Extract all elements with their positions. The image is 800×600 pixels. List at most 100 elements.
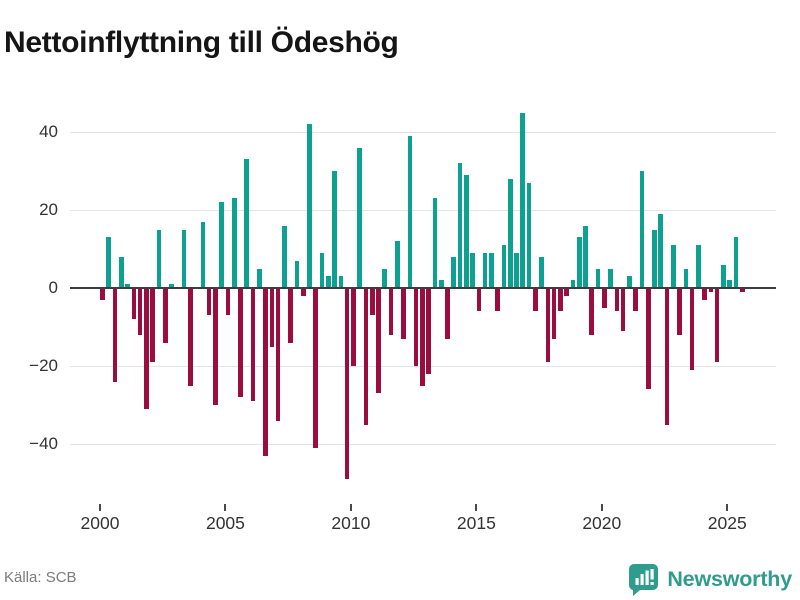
x-axis-tick xyxy=(99,504,101,511)
bar-negative xyxy=(708,288,714,292)
bar-negative xyxy=(533,288,538,312)
bar-negative xyxy=(162,288,168,343)
bar-positive xyxy=(514,252,519,288)
bar-positive xyxy=(257,268,262,288)
bar-negative xyxy=(413,288,419,366)
bar-negative xyxy=(445,288,450,339)
bar-positive xyxy=(526,182,532,288)
bar-positive xyxy=(319,252,325,288)
bar-positive xyxy=(244,159,250,288)
bar-negative xyxy=(150,288,155,363)
newsworthy-logo[interactable]: Newsworthy xyxy=(629,560,792,598)
y-axis-tick-label: 20 xyxy=(39,200,58,219)
bar-positive xyxy=(156,229,162,288)
bar-positive xyxy=(507,178,513,288)
bar-positive xyxy=(489,252,494,288)
gridline xyxy=(70,444,776,445)
bar-negative xyxy=(213,288,218,405)
bar-negative xyxy=(702,288,707,300)
bar-negative xyxy=(376,288,381,394)
bar-positive xyxy=(169,284,174,288)
y-axis-tick-label: 40 xyxy=(39,122,58,141)
bar-negative xyxy=(275,288,281,421)
bar-negative xyxy=(558,288,563,312)
bar-positive xyxy=(520,112,526,288)
bar-positive xyxy=(733,237,739,288)
bar-positive xyxy=(658,213,664,288)
bar-negative xyxy=(602,288,607,308)
bar-positive xyxy=(307,124,312,288)
bar-negative xyxy=(263,288,268,456)
bar-negative xyxy=(645,288,651,390)
x-axis-tick xyxy=(224,504,227,511)
bar-negative xyxy=(551,288,557,339)
bar-negative xyxy=(188,288,193,386)
x-axis-tick-label: 2000 xyxy=(80,513,120,533)
x-axis-tick-label: 2010 xyxy=(331,513,371,533)
bar-negative xyxy=(495,288,500,312)
bar-positive xyxy=(231,198,237,288)
bar-negative xyxy=(420,288,425,386)
x-axis-tick xyxy=(600,504,603,511)
bar-positive xyxy=(464,174,469,288)
bar-positive xyxy=(539,256,544,288)
x-axis-tick xyxy=(349,504,352,511)
bar-positive xyxy=(382,268,388,288)
bar-positive xyxy=(125,284,130,288)
bar-positive xyxy=(395,241,400,288)
bar-positive xyxy=(200,221,206,288)
bar-negative xyxy=(401,288,406,339)
x-axis-tick-label: 2025 xyxy=(707,513,747,533)
page-title: Nettoinflyttning till Ödeshög xyxy=(4,26,399,60)
gridline xyxy=(70,132,776,133)
bar-negative xyxy=(100,288,105,300)
bar-positive xyxy=(595,268,601,288)
bar-positive xyxy=(407,135,413,288)
bar-positive xyxy=(639,171,645,288)
bar-positive xyxy=(432,198,438,288)
bar-negative xyxy=(714,288,720,363)
y-axis-tick-label: −40 xyxy=(29,434,58,453)
bar-negative xyxy=(225,288,231,316)
bar-negative xyxy=(545,288,551,363)
bar-negative xyxy=(137,288,143,335)
bar-positive xyxy=(652,229,657,288)
bar-positive xyxy=(696,245,701,288)
bar-negative xyxy=(620,288,626,331)
x-axis-tick-label: 2005 xyxy=(205,513,245,533)
bar-positive xyxy=(332,171,337,288)
bar-positive xyxy=(683,268,689,288)
newsworthy-wordmark: Newsworthy xyxy=(667,566,792,591)
newsworthy-logo-icon xyxy=(629,562,660,596)
bar-positive xyxy=(501,245,507,288)
bar-negative xyxy=(131,288,137,320)
bar-negative xyxy=(206,288,212,316)
bar-negative xyxy=(564,288,569,296)
bar-positive xyxy=(627,276,632,288)
x-axis-tick xyxy=(726,504,729,511)
bar-negative xyxy=(300,288,306,296)
bar-positive xyxy=(438,280,444,288)
x-axis-tick-label: 2015 xyxy=(456,513,496,533)
bar-negative xyxy=(238,288,243,398)
bar-negative xyxy=(351,288,356,366)
bar-positive xyxy=(608,268,613,288)
source-note: Källa: SCB xyxy=(4,569,77,586)
bar-positive xyxy=(357,147,362,288)
bar-positive xyxy=(482,252,488,288)
bar-negative xyxy=(426,288,431,374)
bar-negative xyxy=(739,288,745,292)
bar-positive xyxy=(470,252,475,288)
gridline xyxy=(70,210,776,211)
bar-positive xyxy=(106,237,112,288)
bar-positive xyxy=(576,237,582,288)
bar-positive xyxy=(570,280,576,288)
bar-negative xyxy=(689,288,695,370)
bar-negative xyxy=(112,288,118,382)
bar-negative xyxy=(288,288,293,343)
bar-positive xyxy=(219,202,224,288)
bar-negative xyxy=(369,288,375,316)
bar-negative xyxy=(614,288,620,312)
